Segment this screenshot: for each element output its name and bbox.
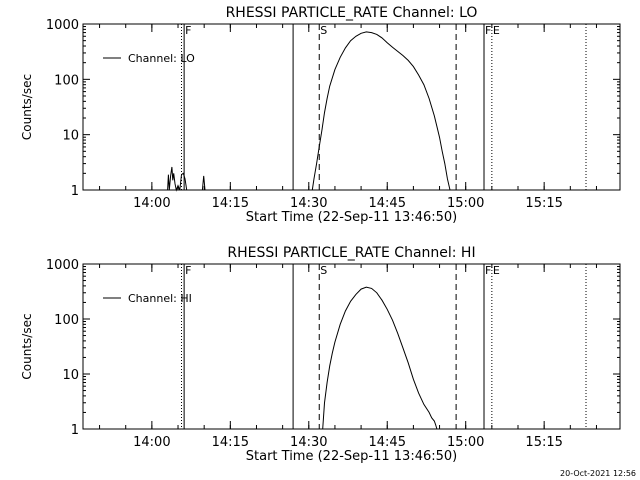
plot-frame — [82, 263, 621, 430]
x-tick-label: 15:00 — [447, 196, 484, 211]
x-tick-label: 14:15 — [212, 196, 249, 211]
data-series-line — [322, 286, 438, 430]
event-marker-label: E — [493, 264, 500, 277]
x-tick-label: 15:00 — [447, 435, 484, 450]
legend-label: Channel: HI — [128, 292, 192, 305]
data-series-line — [311, 31, 451, 191]
x-tick-label: 14:45 — [369, 435, 406, 450]
y-tick-label: 100 — [54, 313, 79, 328]
chart-panel-2: RHESSI PARTICLE_RATE Channel: HI 1 10 100 10… — [20, 245, 621, 464]
y-axis-label: Counts/sec — [20, 313, 34, 379]
x-tick-label: 14:00 — [133, 196, 170, 211]
y-tick-label: 1000 — [46, 18, 79, 33]
event-marker-label: S — [320, 24, 327, 37]
x-tick-label: 14:00 — [133, 435, 170, 450]
x-tick-label: 14:30 — [290, 196, 327, 211]
y-tick-label: 1 — [71, 423, 79, 438]
y-tick-label: 1000 — [46, 258, 79, 273]
y-tick-label: 1 — [71, 184, 79, 199]
x-tick-label: 14:15 — [212, 435, 249, 450]
y-axis-label: Counts/sec — [20, 74, 34, 140]
event-marker-label: E — [493, 24, 500, 37]
chart-title: RHESSI PARTICLE_RATE Channel: HI — [227, 245, 475, 261]
y-tick-label: 10 — [62, 368, 79, 383]
x-axis-label: Start Time (22-Sep-11 13:46:50) — [246, 449, 457, 464]
y-tick-label: 10 — [62, 129, 79, 144]
data-series-line — [201, 175, 206, 191]
x-tick-label: 14:45 — [369, 196, 406, 211]
x-axis-label: Start Time (22-Sep-11 13:46:50) — [246, 210, 457, 225]
chart-panel-1: RHESSI PARTICLE_RATE Channel: LO 1 10 100 10… — [20, 5, 621, 225]
chart-title: RHESSI PARTICLE_RATE Channel: LO — [226, 5, 478, 21]
event-marker-label: F — [185, 24, 191, 37]
x-tick-label: 15:15 — [525, 196, 562, 211]
event-marker-label: F — [485, 264, 491, 277]
legend-label: Channel: LO — [128, 52, 195, 65]
event-marker-label: F — [185, 264, 191, 277]
data-series-line — [167, 166, 189, 192]
footer-timestamp: 20-Oct-2021 12:56 — [560, 469, 636, 478]
plot-frame — [82, 23, 621, 191]
event-marker-label: S — [320, 264, 327, 277]
event-marker-label: F — [485, 24, 491, 37]
x-tick-label: 14:30 — [290, 435, 327, 450]
y-tick-label: 100 — [54, 73, 79, 88]
x-tick-label: 15:15 — [525, 435, 562, 450]
